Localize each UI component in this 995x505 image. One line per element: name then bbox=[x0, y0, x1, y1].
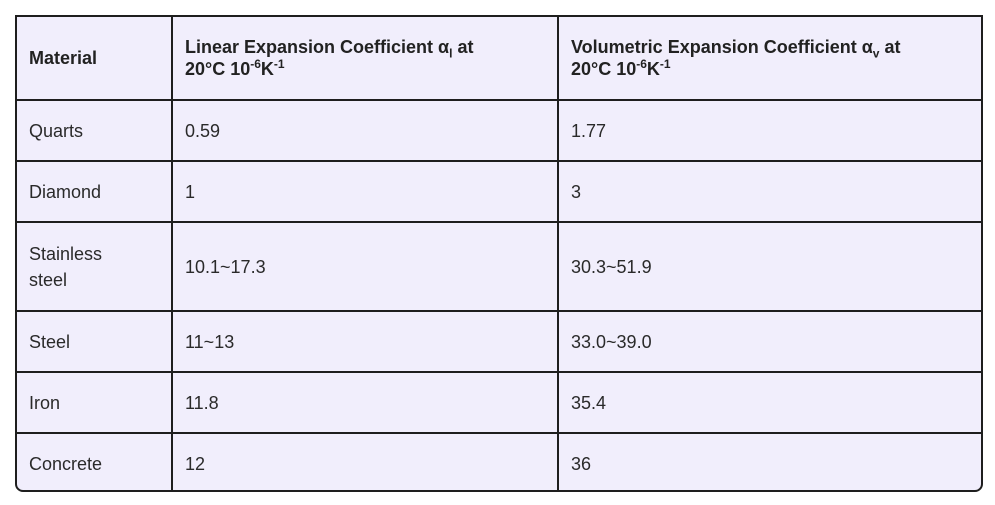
header-text: Material bbox=[29, 48, 98, 68]
table: Material Linear Expansion Coefficient αl… bbox=[17, 17, 981, 490]
table-cell: 11.8 bbox=[172, 372, 559, 434]
table-cell: 12 bbox=[172, 433, 559, 490]
cell-text: 3 bbox=[571, 181, 582, 202]
table-cell: Steel bbox=[17, 311, 173, 373]
cell-text: 36 bbox=[571, 454, 592, 474]
cell-text: 12 bbox=[185, 454, 206, 474]
header-text: Linear Expansion Coefficient α bbox=[185, 37, 450, 57]
table-cell: 3 bbox=[558, 161, 981, 223]
superscript: -6 bbox=[250, 57, 261, 71]
table-cell: Diamond bbox=[17, 161, 173, 223]
cell-text: 0.59 bbox=[185, 120, 221, 141]
header-text: K bbox=[260, 59, 274, 79]
cell-text: 30.3~51.9 bbox=[571, 256, 652, 277]
table-cell: Stainless steel bbox=[17, 222, 173, 312]
table-cell: 11~13 bbox=[172, 311, 559, 373]
table-cell: Concrete bbox=[17, 433, 173, 490]
header-text: 20°C 10 bbox=[185, 59, 251, 79]
table-cell: 1.77 bbox=[558, 100, 981, 162]
subscript: v bbox=[872, 46, 880, 61]
superscript: -1 bbox=[659, 57, 671, 71]
table-cell: Quarts bbox=[17, 100, 173, 162]
header-text: 20°C 10 bbox=[571, 59, 637, 79]
table-cell: 30.3~51.9 bbox=[558, 222, 981, 312]
table-cell: 0.59 bbox=[172, 100, 559, 162]
cell-text: 10.1~17.3 bbox=[185, 256, 266, 277]
table-row: Steel 11~13 33.0~39.0 bbox=[17, 311, 981, 373]
cell-text: Iron bbox=[29, 392, 61, 413]
cell-text: 1.77 bbox=[571, 120, 607, 141]
table-cell: Iron bbox=[17, 372, 173, 434]
table-row: Concrete 12 36 bbox=[17, 433, 981, 490]
header-cell: Material bbox=[17, 17, 173, 101]
header-cell: Linear Expansion Coefficient αl at 20°C 1… bbox=[172, 17, 559, 101]
cell-text: Stainless steel bbox=[29, 243, 103, 290]
table-row: Stainless steel 10.1~17.3 30.3~51.9 bbox=[17, 222, 981, 312]
table-body: Quarts 0.59 1.77 Diamond 1 3 Stainless steel 10… bbox=[17, 100, 981, 490]
header-text: Volumetric Expansion Coefficient α bbox=[571, 37, 873, 57]
superscript: -6 bbox=[636, 57, 647, 71]
cell-text: Steel bbox=[29, 331, 71, 352]
header-text: at bbox=[879, 37, 901, 57]
table-cell: 1 bbox=[172, 161, 559, 223]
header-text: K bbox=[646, 59, 660, 79]
table-cell: 10.1~17.3 bbox=[172, 222, 559, 312]
cell-text: Concrete bbox=[29, 454, 103, 474]
table-cell: 35.4 bbox=[558, 372, 981, 434]
cell-text: 33.0~39.0 bbox=[571, 331, 652, 352]
table-cell: 33.0~39.0 bbox=[558, 311, 981, 373]
cell-text: 11.8 bbox=[185, 392, 219, 413]
table-container: Material Linear Expansion Coefficient αl… bbox=[15, 15, 983, 492]
header-cell: Volumetric Expansion Coefficient αv at 20… bbox=[558, 17, 981, 101]
table-row: Quarts 0.59 1.77 bbox=[17, 100, 981, 162]
table-cell: 36 bbox=[558, 433, 981, 490]
cell-text: Quarts bbox=[29, 120, 84, 141]
header-text: at bbox=[452, 37, 474, 57]
header-row: Material Linear Expansion Coefficient αl… bbox=[17, 17, 981, 101]
table-row: Iron 11.8 35.4 bbox=[17, 372, 981, 434]
table-row: Diamond 1 3 bbox=[17, 161, 981, 223]
superscript: -1 bbox=[273, 57, 285, 71]
cell-text: 11~13 bbox=[185, 331, 235, 352]
cell-text: 35.4 bbox=[571, 392, 607, 413]
cell-text: 1 bbox=[185, 181, 196, 202]
cell-text: Diamond bbox=[29, 181, 102, 202]
subscript: l bbox=[449, 46, 453, 61]
